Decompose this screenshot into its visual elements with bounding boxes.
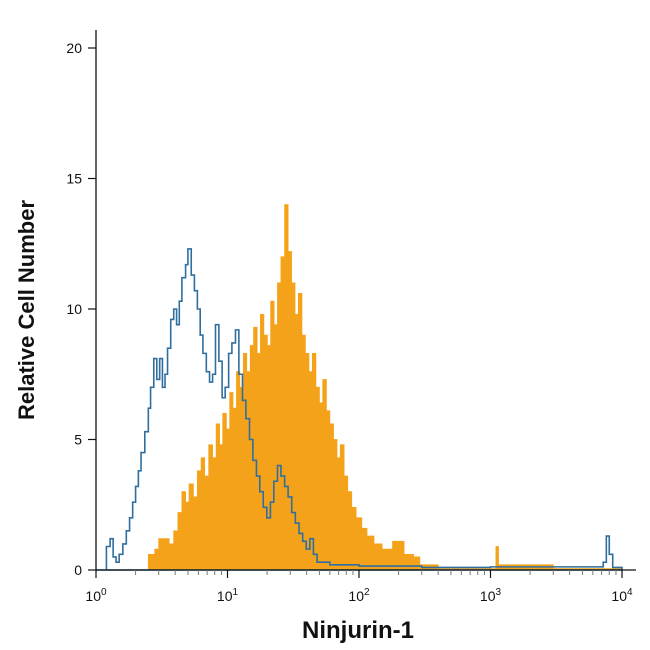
y-axis-ticks: 0 5 10 15 20 [66, 40, 96, 578]
y-axis-title: Relative Cell Number [14, 200, 39, 421]
y-tick-label: 20 [66, 40, 82, 56]
x-tick-label: 101 [217, 587, 239, 604]
y-tick-label: 0 [74, 562, 82, 578]
histogram-series-outline [96, 248, 623, 571]
y-tick-label: 15 [66, 171, 82, 187]
x-axis-ticks: 100 101 102 103 104 [85, 570, 633, 604]
y-tick-label: 5 [74, 432, 82, 448]
x-tick-label: 100 [85, 587, 107, 604]
x-axis-title: Ninjurin-1 [302, 617, 414, 644]
y-tick-label: 10 [66, 301, 82, 317]
axes [95, 30, 636, 571]
histogram-series-filled [143, 204, 623, 571]
x-tick-label: 104 [611, 587, 633, 604]
x-tick-label: 102 [348, 587, 370, 604]
x-tick-label: 103 [480, 587, 502, 604]
plot-area [96, 204, 623, 571]
